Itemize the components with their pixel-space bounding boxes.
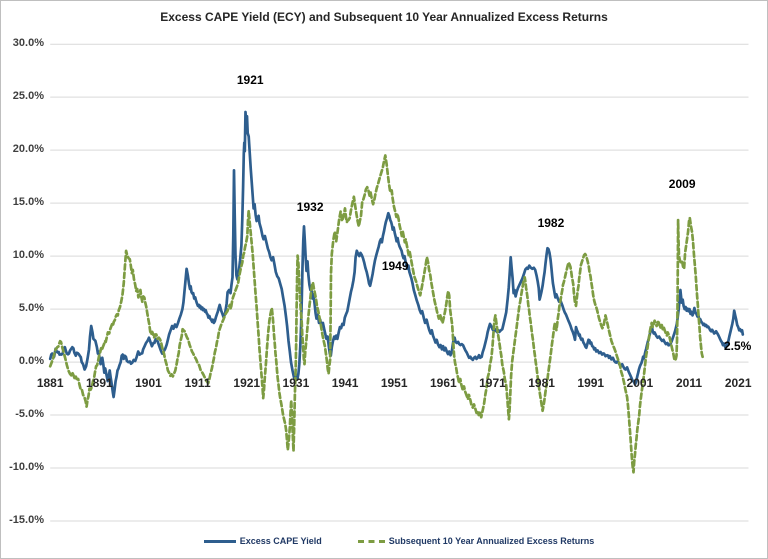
y-tick-label: 25.0% — [12, 90, 44, 103]
x-tick-label: 2011 — [676, 376, 703, 391]
annotation-1949: 1949 — [381, 259, 409, 274]
y-tick-label: -10.0% — [9, 461, 44, 474]
legend-item-excess-cape-yield: Excess CAPE Yield — [203, 536, 322, 546]
series-line-dashed — [48, 154, 704, 474]
x-tick-label: 1961 — [429, 376, 457, 391]
x-tick-label: 2001 — [626, 376, 654, 391]
x-tick-label: 1901 — [135, 376, 162, 391]
y-tick-label: 0.0% — [18, 355, 44, 368]
x-tick-label: 1971 — [479, 376, 506, 391]
y-tick-label: 5.0% — [18, 302, 44, 315]
x-tick-label: 1911 — [184, 376, 211, 391]
legend-label-subsequent-returns: Subsequent 10 Year Annualized Excess Ret… — [388, 536, 595, 546]
annotation-2009: 2009 — [668, 177, 696, 192]
x-tick-label: 1991 — [577, 376, 605, 391]
x-tick-label: 1981 — [528, 376, 555, 391]
x-tick-label: 1921 — [233, 376, 261, 391]
y-tick-label: -15.0% — [9, 514, 44, 526]
annotation-1921: 1921 — [236, 73, 264, 88]
y-tick-label: -5.0% — [15, 408, 44, 421]
legend-label-excess-cape-yield: Excess CAPE Yield — [239, 536, 322, 546]
x-tick-label: 1891 — [85, 376, 113, 391]
y-tick-label: 15.0% — [12, 196, 44, 209]
x-tick-label: 2021 — [724, 376, 752, 391]
legend-item-subsequent-returns: Subsequent 10 Year Annualized Excess Ret… — [357, 536, 595, 546]
x-tick-label: 1941 — [331, 376, 359, 391]
legend-line-sample-dashed — [357, 539, 385, 543]
x-tick-label: 1881 — [36, 376, 64, 391]
legend-line-sample-solid — [203, 539, 236, 543]
chart-title: Excess CAPE Yield (ECY) and Subsequent 1… — [160, 10, 608, 24]
y-tick-label: 30.0% — [12, 37, 44, 50]
annotation-2_5pct: 2.5% — [724, 339, 752, 354]
legend: Excess CAPE Yield Subsequent 10 Year Ann… — [16, 536, 768, 546]
annotation-1932: 1932 — [296, 200, 324, 215]
series-line-solid — [48, 110, 745, 399]
annotation-1982: 1982 — [537, 215, 565, 230]
x-tick-label: 1951 — [380, 376, 408, 391]
y-tick-label: 10.0% — [12, 249, 44, 262]
x-tick-label: 1931 — [282, 376, 310, 391]
y-tick-label: 20.0% — [12, 143, 44, 156]
